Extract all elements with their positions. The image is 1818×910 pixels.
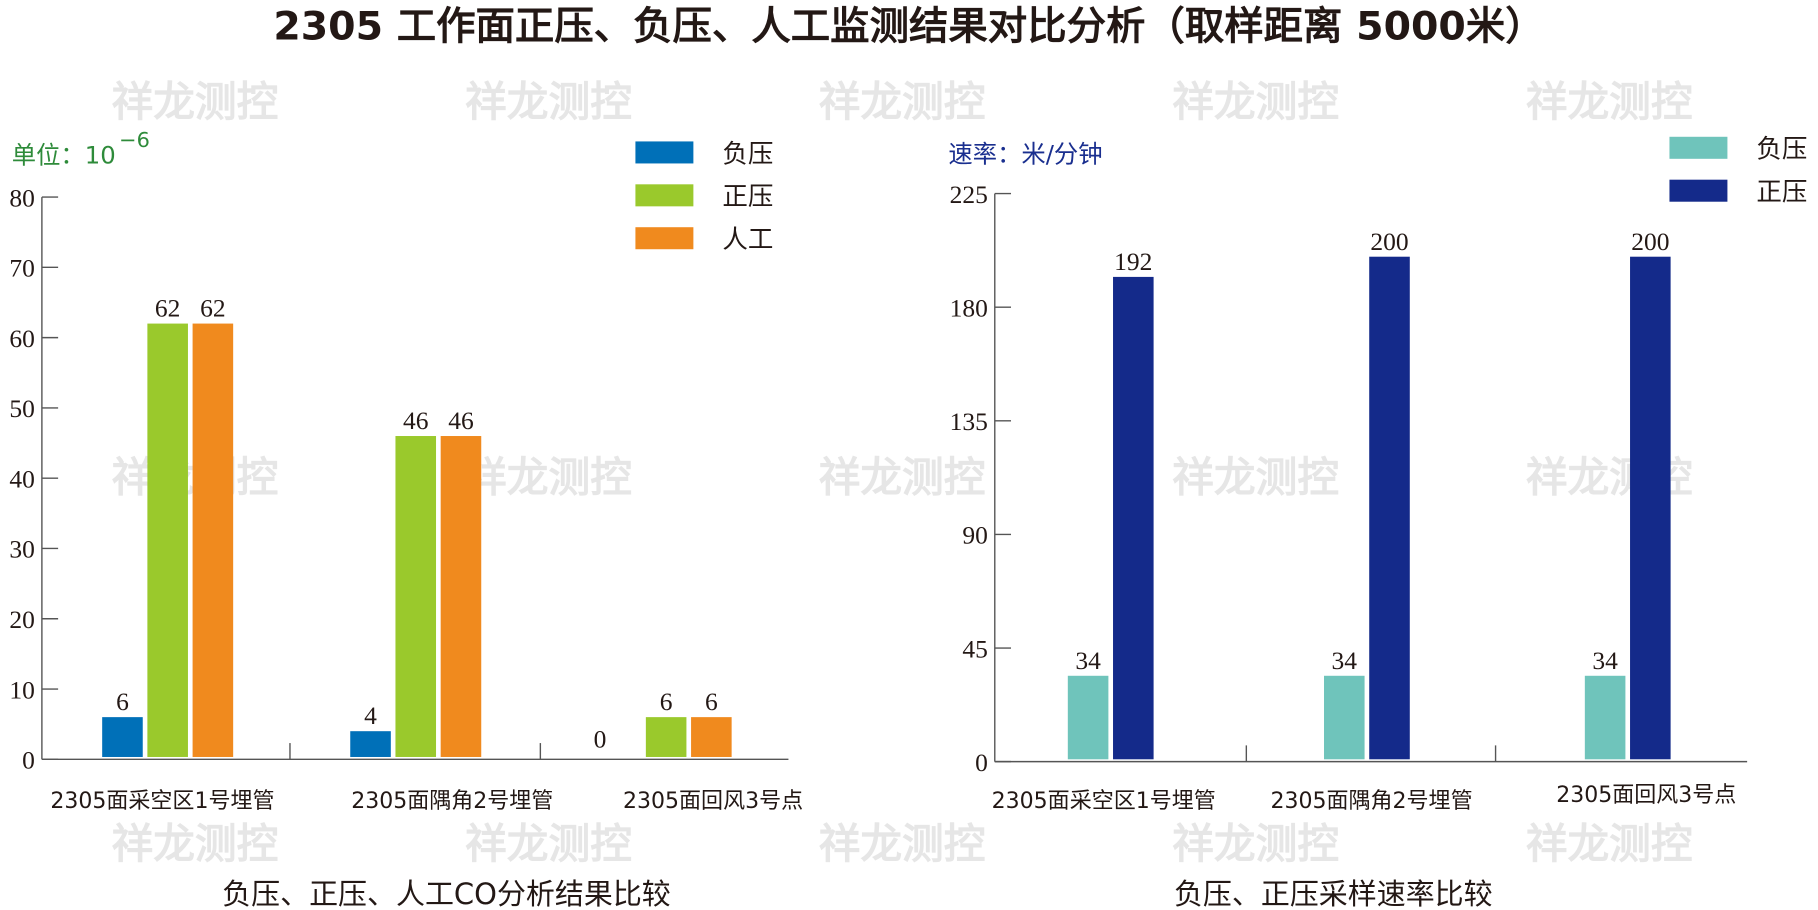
watermark-text: 祥龙测控 [1526,819,1693,868]
y-tick-label: 30 [9,535,34,564]
watermark-text: 祥龙测控 [465,77,632,126]
bar-人工 [691,717,732,757]
y-tick-label: 50 [9,394,34,423]
left-chart-title: 负压、正压、人工CO分析结果比较 [222,877,671,910]
bar-负压 [350,731,391,757]
bar-人工 [440,436,482,757]
y-tick-label: 180 [950,293,988,322]
right-chart-title: 负压、正压采样速率比较 [1174,877,1493,910]
watermark-text: 祥龙测控 [1172,77,1339,126]
unit-prefix: 单位：10 [12,140,116,169]
bar-正压 [1630,256,1671,760]
chart-sampling-rate: 速率：米/分钟 0 45 90 135 180 225 2305面采空区1号埋管 2305面隅… [948,135,1807,910]
rate-unit-label: 速率：米/分钟 [948,139,1102,168]
y-tick-label: 45 [962,634,988,663]
bar-正压 [1369,256,1410,760]
bar-负压 [102,717,143,757]
x-tick-label: 2305面采空区1号埋管 [992,789,1216,814]
y-tick-label: 225 [950,180,988,209]
page-title: 2305 工作面正压、负压、人工监测结果对比分析（取样距离 5000米） [273,3,1544,49]
data-label: 0 [594,725,607,754]
unit-label: 单位：10−6 [12,128,150,169]
y-tick-label: 135 [950,407,988,436]
legend-swatch [635,184,694,207]
watermark-text: 祥龙测控 [1172,453,1339,502]
legend-swatch [1669,136,1728,159]
y-tick-label: 70 [9,254,34,283]
x-tick-label: 2305面隅角2号埋管 [1270,789,1472,814]
y-tick-label: 20 [9,605,34,634]
legend-label: 正压 [722,182,773,212]
legend-label: 人工 [722,225,773,255]
data-label: 6 [705,687,718,716]
legend-label: 正压 [1756,178,1807,208]
data-label: 192 [1114,247,1152,276]
watermark-text: 祥龙测控 [111,819,278,868]
y-tick-label: 0 [22,746,35,775]
legend-swatch [635,141,694,164]
watermark-text: 祥龙测控 [111,77,278,126]
data-label: 6 [116,687,129,716]
data-label: 4 [364,701,377,730]
data-label: 46 [448,406,474,435]
data-label: 62 [155,294,181,323]
x-tick-label: 2305面隅角2号埋管 [351,789,553,814]
data-label: 46 [403,406,429,435]
unit-exponent: −6 [119,128,150,152]
bar-人工 [192,323,234,757]
x-tick-label: 2305面回风3号点 [1556,783,1736,808]
y-tick-label: 90 [962,521,988,550]
legend-label: 负压 [722,139,773,169]
data-label: 34 [1332,646,1358,675]
data-label: 62 [200,294,226,323]
bar-负压 [1067,675,1109,760]
data-label: 200 [1370,227,1408,256]
bar-正压 [1113,276,1154,760]
y-tick-label: 10 [9,675,34,704]
watermark-text: 祥龙测控 [819,453,986,502]
data-label: 200 [1631,227,1669,256]
y-tick-label: 40 [9,464,34,493]
y-tick-label: 0 [975,748,988,777]
legend-swatch [635,227,694,250]
watermark-text: 祥龙测控 [819,819,986,868]
watermark-text: 祥龙测控 [819,77,986,126]
bar-正压 [645,717,687,757]
watermark-text: 祥龙测控 [465,453,632,502]
x-tick-label: 2305面采空区1号埋管 [50,789,274,814]
bar-负压 [1324,675,1365,760]
data-label: 34 [1075,646,1101,675]
x-tick-label: 2305面回风3号点 [623,789,803,814]
data-label: 34 [1592,646,1618,675]
watermark-text: 祥龙测控 [1172,819,1339,868]
y-tick-label: 60 [9,324,34,353]
bar-正压 [395,436,437,757]
bar-正压 [147,323,188,757]
bar-负压 [1584,675,1626,760]
data-label: 6 [660,687,673,716]
y-tick-label: 80 [9,183,34,212]
legend-swatch [1669,179,1728,202]
watermark-text: 祥龙测控 [1526,77,1693,126]
legend-label: 负压 [1756,135,1807,165]
watermark-text: 祥龙测控 [465,819,632,868]
